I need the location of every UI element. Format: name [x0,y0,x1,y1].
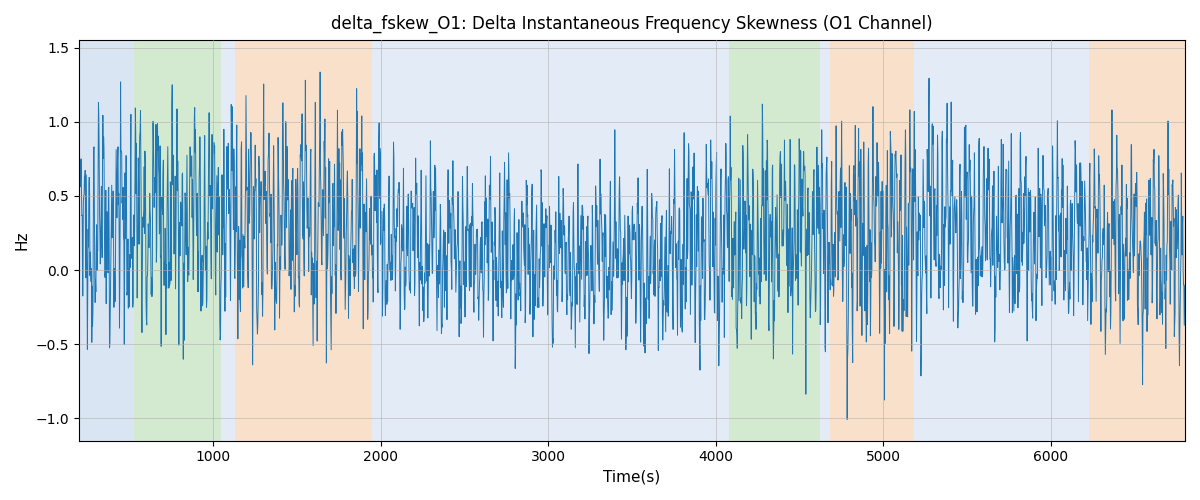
Bar [913,40,959,440]
Bar [235,40,372,440]
Bar [829,40,913,440]
Bar [414,40,452,440]
Bar [730,40,820,440]
Y-axis label: Hz: Hz [14,230,30,250]
Bar [79,40,134,440]
Bar [452,40,713,440]
Bar [820,40,829,440]
Bar [959,40,1090,440]
Title: delta_fskew_O1: Delta Instantaneous Frequency Skewness (O1 Channel): delta_fskew_O1: Delta Instantaneous Freq… [331,15,932,34]
Bar [221,40,235,440]
Bar [134,40,221,440]
Bar [713,40,730,440]
Bar [1090,40,1186,440]
X-axis label: Time(s): Time(s) [604,470,660,485]
Bar [372,40,414,440]
